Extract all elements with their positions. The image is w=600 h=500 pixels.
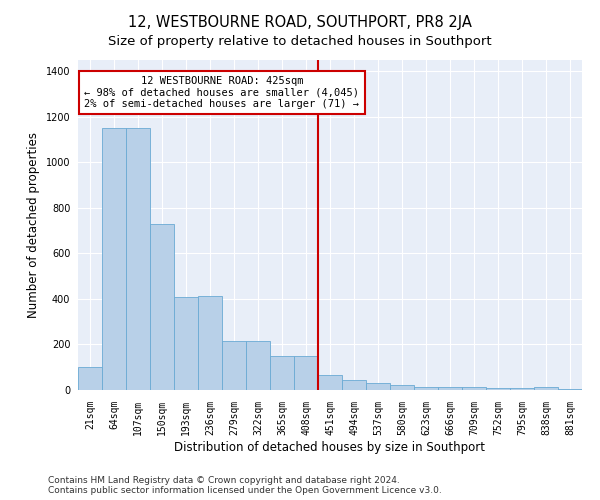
Bar xyxy=(367,383,389,390)
Bar xyxy=(487,388,509,390)
Text: Contains HM Land Registry data © Crown copyright and database right 2024.
Contai: Contains HM Land Registry data © Crown c… xyxy=(48,476,442,495)
Text: 12, WESTBOURNE ROAD, SOUTHPORT, PR8 2JA: 12, WESTBOURNE ROAD, SOUTHPORT, PR8 2JA xyxy=(128,15,472,30)
Y-axis label: Number of detached properties: Number of detached properties xyxy=(27,132,40,318)
Bar xyxy=(151,224,173,390)
Bar xyxy=(535,388,557,390)
Bar xyxy=(79,367,101,390)
Text: 12 WESTBOURNE ROAD: 425sqm
← 98% of detached houses are smaller (4,045)
2% of se: 12 WESTBOURNE ROAD: 425sqm ← 98% of deta… xyxy=(85,76,359,109)
Bar xyxy=(223,341,245,390)
Bar xyxy=(271,356,293,390)
Bar xyxy=(103,128,125,390)
Bar xyxy=(463,388,485,390)
Bar xyxy=(559,389,581,390)
Text: Size of property relative to detached houses in Southport: Size of property relative to detached ho… xyxy=(108,35,492,48)
Bar xyxy=(175,296,197,390)
Bar xyxy=(415,386,437,390)
Bar xyxy=(391,386,413,390)
Bar xyxy=(127,128,149,390)
Bar xyxy=(247,341,269,390)
Bar xyxy=(439,388,461,390)
Bar xyxy=(319,375,341,390)
Bar xyxy=(343,380,365,390)
Bar xyxy=(295,356,317,390)
Bar xyxy=(199,296,221,390)
X-axis label: Distribution of detached houses by size in Southport: Distribution of detached houses by size … xyxy=(175,440,485,454)
Bar xyxy=(511,388,533,390)
